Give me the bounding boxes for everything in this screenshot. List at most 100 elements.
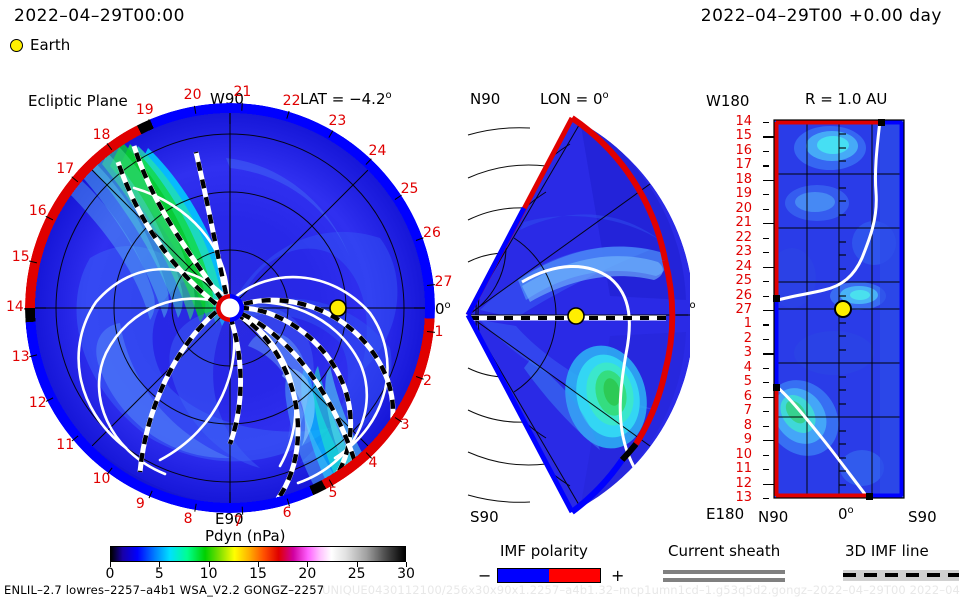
colorbar-tick-label: 15: [249, 566, 267, 582]
meridional-svg: [465, 115, 695, 515]
colorbar-tick-label: 20: [298, 566, 317, 582]
radial-y-label: 6: [743, 388, 752, 404]
ecliptic-bottom-label: E90: [215, 510, 244, 528]
radial-y-label: 18: [735, 171, 752, 187]
radial-top-label: W180: [706, 92, 750, 110]
radial-y-label: 26: [735, 287, 752, 303]
footer-run-id: UNIQUE0430112100/256x30x90x1.2257–a4b1.3…: [322, 583, 960, 597]
radial-y-tick: [763, 324, 769, 326]
colorbar-tick: [110, 562, 111, 567]
colorbar-tick: [356, 562, 358, 567]
radial-y-label: 19: [735, 186, 752, 202]
radial-y-tick: [763, 469, 769, 471]
ecliptic-carrington-label: 6: [282, 504, 292, 521]
ecliptic-lat-label: LAT = −4.2o: [300, 90, 392, 108]
radial-panel-title: R = 1.0 AU: [805, 90, 888, 108]
ecliptic-tick: [193, 503, 197, 512]
ecliptic-carrington-label: 24: [368, 142, 387, 159]
radial-y-tick: [763, 223, 774, 225]
ecliptic-tick: [240, 102, 243, 112]
colorbar-tick: [307, 562, 309, 567]
radial-center-ticks: [839, 133, 846, 486]
earth-icon: [10, 38, 23, 52]
radial-y-tick: [763, 425, 769, 427]
ecliptic-carrington-label: 2: [423, 372, 432, 389]
imf-plus-label: +: [611, 566, 625, 585]
radial-y-tick: [763, 165, 769, 167]
colorbar-title: Pdyn (nPa): [205, 527, 286, 545]
imf-polarity-ring: [25, 103, 435, 513]
radial-y-label: 11: [735, 461, 752, 477]
radial-y-tick: [763, 179, 774, 182]
radial-y-label: 4: [743, 359, 752, 375]
ecliptic-carrington-label: 1: [434, 323, 444, 340]
timestamp-left: 2022–04–29T00:00: [14, 6, 185, 26]
radial-y-label: 22: [735, 229, 752, 245]
meridional-lon-label: LON = 0o: [540, 90, 609, 108]
timestamp-right: 2022–04–29T00 +0.00 day: [700, 6, 942, 26]
imf-line-legend-title: 3D IMF line: [845, 542, 929, 560]
radial-y-tick: [763, 338, 769, 341]
radial-y-tick: [763, 483, 774, 485]
colorbar-tick-label: 0: [105, 566, 115, 582]
radial-y-tick: [763, 382, 769, 384]
radial-y-label: 1: [743, 316, 752, 332]
radial-y-tick: [763, 310, 774, 312]
ecliptic-panel-title: Ecliptic Plane: [28, 92, 128, 110]
ecliptic-carrington-label: 13: [11, 348, 30, 365]
ecliptic-carrington-label: 20: [183, 87, 202, 104]
radial-y-label: 27: [735, 302, 752, 317]
ecliptic-carrington-label: 10: [92, 471, 111, 488]
earth-marker: [834, 300, 852, 318]
current-sheath-swatch-bottom: [663, 578, 785, 582]
radial-y-tick: [763, 194, 769, 196]
radial-y-label: 16: [735, 142, 752, 158]
radial-y-label: 3: [743, 345, 752, 361]
imf-positive-swatch: [549, 569, 600, 582]
radial-y-label: 9: [743, 432, 752, 448]
ecliptic-carrington-label: 27: [434, 274, 453, 291]
radial-svg: [773, 119, 905, 500]
radial-polarity-border: [773, 119, 905, 499]
meridional-plot: [460, 110, 695, 520]
radial-y-tick: [763, 411, 769, 413]
imf-polarity-legend-title: IMF polarity: [500, 542, 588, 560]
radial-y-tick: [763, 208, 769, 210]
ecliptic-carrington-label: 11: [56, 437, 75, 454]
radial-y-label: 15: [735, 128, 752, 144]
radial-imf-line-lower: [775, 384, 870, 498]
radial-imf-line-upper: [777, 120, 882, 302]
radial-y-tick: [763, 252, 769, 254]
ecliptic-carrington-label: 16: [28, 202, 47, 219]
current-sheath-swatch-top: [663, 570, 785, 574]
radial-frame: [773, 119, 905, 499]
ecliptic-carrington-label: 7: [233, 513, 243, 530]
radial-y-label: 7: [743, 403, 752, 419]
ecliptic-carrington-label: 8: [183, 510, 193, 527]
radial-x-label-zero: 0o: [838, 505, 854, 523]
ecliptic-carrington-label: 25: [400, 180, 419, 197]
radial-y-tick: [763, 136, 774, 138]
colorbar-gradient: [111, 547, 405, 561]
radial-y-tick: [763, 353, 774, 355]
ecliptic-carrington-label: 19: [135, 101, 154, 118]
radial-y-tick: [763, 295, 769, 297]
radial-1au-plot: [762, 118, 938, 500]
radial-y-tick: [763, 367, 769, 370]
imf-minus-label: −: [478, 566, 492, 585]
earth-marker: [567, 307, 585, 325]
ecliptic-carrington-label: 26: [423, 225, 441, 242]
footer-model-info: ENLIL–2.7 lowres–2257–a4b1 WSA_V2.2 GONG…: [4, 583, 325, 597]
current-sheath-legend-title: Current sheath: [668, 542, 781, 560]
colorbar-tick: [208, 562, 210, 567]
ecliptic-plane-plot: [25, 103, 435, 513]
colorbar-tick: [258, 562, 259, 567]
radial-y-label: 10: [735, 446, 752, 462]
imf-polarity-swatch: [497, 568, 601, 583]
radial-y-label: 8: [743, 417, 752, 433]
colorbar-tick-label: 10: [199, 566, 218, 582]
radial-y-tick: [763, 454, 769, 456]
ecliptic-tick: [240, 506, 243, 515]
ecliptic-carrington-label: 23: [328, 112, 347, 129]
meridional-imf-line: [521, 265, 659, 500]
